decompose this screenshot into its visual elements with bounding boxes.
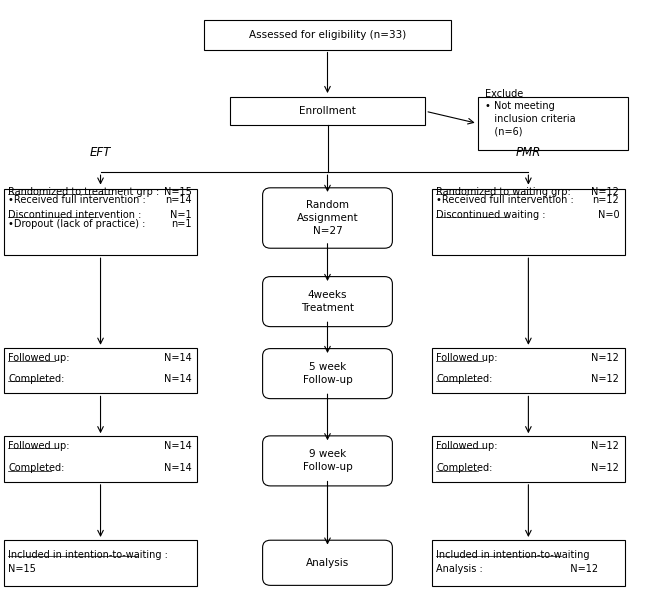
Text: Followed up:: Followed up: [9,353,69,364]
Text: Completed:: Completed: [9,463,65,473]
FancyBboxPatch shape [263,349,392,398]
FancyBboxPatch shape [204,20,451,50]
Text: Included in intention-to-waiting: Included in intention-to-waiting [436,550,590,560]
Text: N=1: N=1 [170,210,191,220]
Text: Assessed for eligibility (n=33): Assessed for eligibility (n=33) [249,30,406,40]
Text: Randomized to treatment grp :: Randomized to treatment grp : [9,187,159,197]
Text: N=12: N=12 [591,187,620,197]
Text: PMR: PMR [515,146,541,159]
FancyBboxPatch shape [5,540,196,585]
FancyBboxPatch shape [263,188,392,248]
Text: Discontinued waiting :: Discontinued waiting : [436,210,546,220]
Text: •Received full intervention :: •Received full intervention : [436,196,574,205]
Text: Analysis: Analysis [306,558,349,568]
Text: N=12: N=12 [591,373,620,384]
FancyBboxPatch shape [5,189,196,255]
Text: Included in intention-to-waiting :: Included in intention-to-waiting : [9,550,168,560]
Text: •Received full intervention :: •Received full intervention : [9,196,146,205]
FancyBboxPatch shape [5,348,196,394]
Text: N=15: N=15 [9,564,36,574]
Text: Analysis :                            N=12: Analysis : N=12 [436,564,598,574]
FancyBboxPatch shape [432,540,625,585]
Text: N=0: N=0 [598,210,620,220]
Text: Followed up:: Followed up: [436,441,498,451]
Text: n=14: n=14 [165,196,191,205]
Text: 5 week
Follow-up: 5 week Follow-up [303,362,352,385]
Text: 4weeks
Treatment: 4weeks Treatment [301,290,354,313]
Text: N=14: N=14 [164,373,191,384]
Text: Followed up:: Followed up: [9,441,69,451]
FancyBboxPatch shape [5,436,196,482]
Text: n=12: n=12 [593,196,620,205]
Text: Enrollment: Enrollment [299,106,356,116]
FancyBboxPatch shape [432,348,625,394]
Text: N=12: N=12 [591,441,620,451]
Text: Random
Assignment
N=27: Random Assignment N=27 [297,200,358,236]
Text: n=1: n=1 [171,218,191,229]
Text: Exclude
• Not meeting
   inclusion criteria
   (n=6): Exclude • Not meeting inclusion criteria… [485,89,576,136]
Text: Completed:: Completed: [436,463,493,473]
FancyBboxPatch shape [230,97,425,125]
Text: N=12: N=12 [591,353,620,364]
Text: N=15: N=15 [164,187,191,197]
FancyBboxPatch shape [432,189,625,255]
FancyBboxPatch shape [263,436,392,486]
FancyBboxPatch shape [263,276,392,327]
Text: N=14: N=14 [164,353,191,364]
Text: •Dropout (lack of practice) :: •Dropout (lack of practice) : [9,218,145,229]
Text: Completed:: Completed: [9,373,65,384]
Text: 9 week
Follow-up: 9 week Follow-up [303,449,352,473]
Text: EFT: EFT [90,146,111,159]
Text: N=12: N=12 [591,463,620,473]
Text: Discontinued intervention :: Discontinued intervention : [9,210,141,220]
FancyBboxPatch shape [263,540,392,585]
Text: N=14: N=14 [164,463,191,473]
Text: N=14: N=14 [164,441,191,451]
FancyBboxPatch shape [477,97,627,150]
Text: Followed up:: Followed up: [436,353,498,364]
Text: Completed:: Completed: [436,373,493,384]
FancyBboxPatch shape [432,436,625,482]
Text: Randomized to waiting grp:: Randomized to waiting grp: [436,187,571,197]
